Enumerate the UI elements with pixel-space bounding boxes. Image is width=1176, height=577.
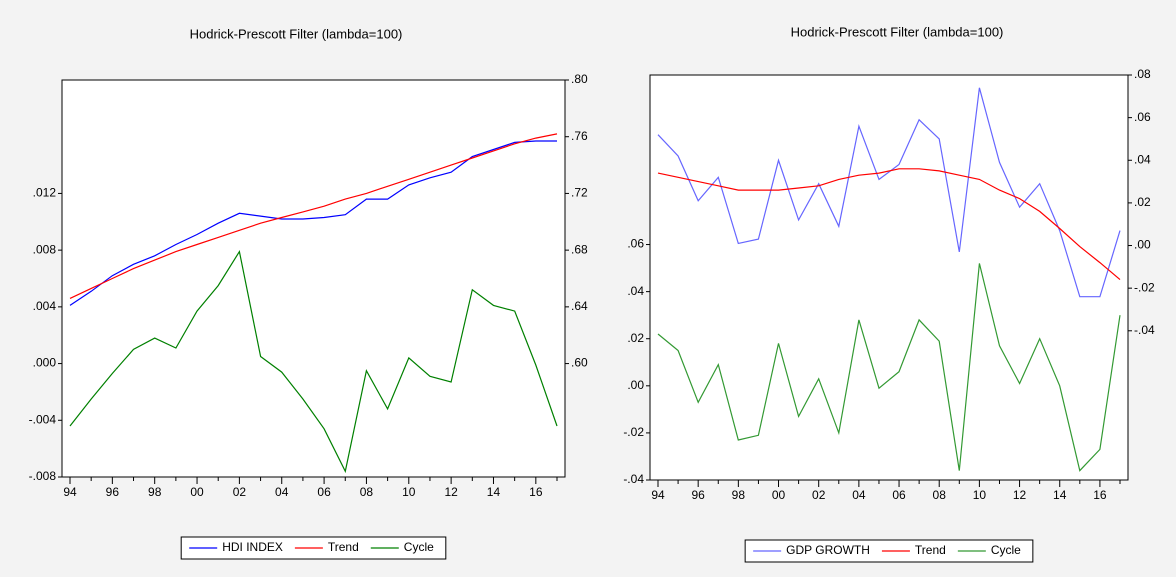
x-tick-label: 94 [63,485,77,499]
y2-tick-label: -.02 [1134,280,1155,294]
legend: GDP GROWTH Trend Cycle [744,539,1034,563]
y-tick-label: .06 [627,237,644,251]
x-tick-label: 02 [812,488,826,502]
y2-tick-label: -.04 [1134,323,1155,337]
y2-tick-label: .04 [1134,152,1151,166]
series-line [657,168,1121,281]
x-tick-label: 08 [933,488,947,502]
plot-area [649,74,1129,481]
x-tick-label: 14 [1053,488,1067,502]
x-tick-label: 12 [444,485,458,499]
y-tick-label: .02 [627,331,644,345]
chart-title: Hodrick-Prescott Filter (lambda=100) [791,24,1004,39]
x-tick-label: 08 [360,485,374,499]
y2-tick-label: .02 [1134,195,1151,209]
y2-tick-label: .64 [571,299,588,313]
y2-tick-label: .08 [1134,67,1151,81]
legend: HDI INDEX Trend Cycle [180,536,447,560]
y-tick-label: -.04 [623,472,644,486]
y-tick-label: .012 [33,186,57,200]
y2-tick-label: .76 [571,129,588,143]
legend-label: Cycle [991,543,1021,557]
y-tick-label: .00 [627,378,644,392]
y2-tick-label: .06 [1134,110,1151,124]
legend-label: Trend [328,540,359,554]
y-tick-label: .04 [627,284,644,298]
x-tick-label: 16 [1093,488,1107,502]
series-line [657,263,1121,472]
series-line [69,133,558,299]
x-tick-label: 00 [772,488,786,502]
chart-title: Hodrick-Prescott Filter (lambda=100) [190,26,403,41]
x-tick-label: 02 [233,485,247,499]
series-line [657,87,1121,298]
series-line [69,250,558,474]
y2-tick-label: .00 [1134,238,1151,252]
y2-tick-label: .60 [571,356,588,370]
x-tick-label: 12 [1013,488,1027,502]
legend-label: Trend [915,543,946,557]
x-tick-label: 14 [487,485,501,499]
y-tick-label: -.008 [29,469,57,483]
x-tick-label: 96 [691,488,705,502]
y2-tick-label: .72 [571,186,588,200]
x-tick-label: 00 [190,485,204,499]
x-tick-label: 10 [973,488,987,502]
x-tick-label: 06 [317,485,331,499]
y-tick-label: -.02 [623,425,644,439]
y-tick-label: .000 [33,356,57,370]
y-tick-label: .004 [33,299,57,313]
y2-tick-label: .68 [571,242,588,256]
x-tick-label: 10 [402,485,416,499]
x-tick-label: 04 [275,485,289,499]
series-line [69,140,557,306]
legend-label: GDP GROWTH [786,543,870,557]
x-tick-label: 16 [529,485,543,499]
y-tick-label: .008 [33,242,57,256]
x-tick-label: 98 [732,488,746,502]
y2-tick-label: .80 [571,72,588,86]
x-tick-label: 96 [106,485,120,499]
plot-area [61,79,566,478]
x-tick-label: 98 [148,485,162,499]
legend-label: Cycle [404,540,434,554]
legend-label: HDI INDEX [222,540,283,554]
x-tick-label: 94 [651,488,665,502]
y-tick-label: -.004 [29,412,57,426]
x-tick-label: 06 [892,488,906,502]
x-tick-label: 04 [852,488,866,502]
